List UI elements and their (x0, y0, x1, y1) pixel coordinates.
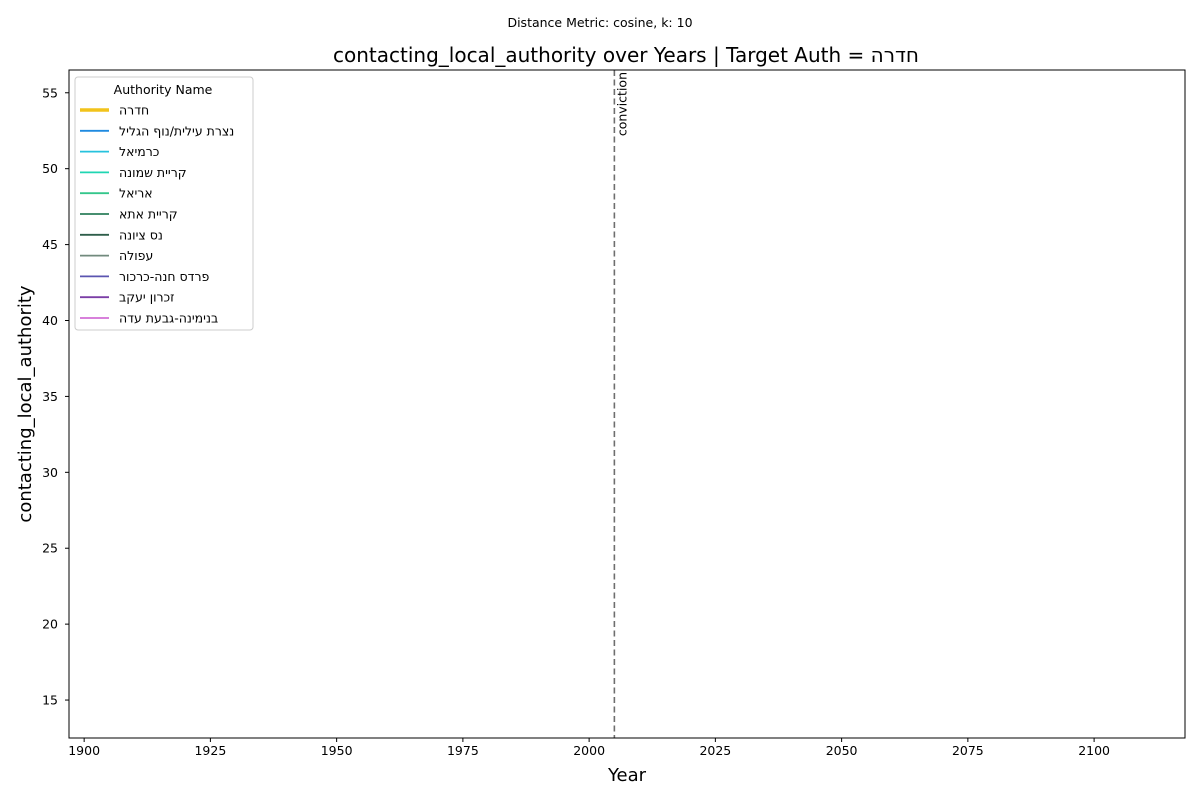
x-tick-label: 1950 (321, 743, 353, 758)
legend-box (74, 76, 254, 331)
legend-title: Authority Name (114, 82, 213, 97)
y-tick-label: 15 (42, 693, 58, 708)
legend-entry: קריית אתא (119, 207, 178, 222)
legend-entry: נס ציונה (119, 227, 163, 242)
legend-entry: זכרון יעקב (119, 290, 175, 305)
legend-entry: עפולה (119, 248, 153, 263)
legend: Authority Name חדרה נצרת עילית/נוף הגליל כר… (74, 76, 254, 331)
y-tick-label: 30 (42, 465, 58, 480)
x-tick-label: 1975 (447, 743, 479, 758)
y-axis: 15 20 25 30 35 40 45 50 55 (42, 85, 69, 708)
x-tick-label: 1900 (68, 743, 100, 758)
y-tick-label: 25 (42, 541, 58, 556)
legend-entry: חדרה (119, 103, 149, 118)
legend-entry: קריית שמונה (119, 165, 187, 180)
legend-entry: פרדס חנה-כרכור (119, 269, 210, 284)
chart-title: contacting_local_authority over Years | … (333, 43, 919, 67)
x-tick-label: 2000 (573, 743, 605, 758)
x-tick-label: 2075 (952, 743, 984, 758)
x-tick-label: 1925 (194, 743, 226, 758)
conviction-label: conviction (614, 72, 629, 136)
plot-frame (68, 69, 1186, 739)
chart-suptitle: Distance Metric: cosine, k: 10 (507, 15, 692, 30)
x-axis: 1900 1925 1950 1975 2000 2025 2050 2075 2100 (68, 738, 1110, 758)
x-tick-label: 2025 (699, 743, 731, 758)
y-axis-label: contacting_local_authority (15, 285, 36, 523)
y-tick-label: 50 (42, 161, 58, 176)
y-tick-label: 20 (42, 617, 58, 632)
y-tick-label: 45 (42, 237, 58, 252)
x-axis-label: Year (607, 765, 647, 786)
y-tick-label: 55 (42, 85, 58, 100)
legend-entry: כרמיאל (119, 144, 159, 159)
legend-entry: בנימינה-גבעת עדה (119, 311, 218, 326)
x-tick-label: 2050 (826, 743, 858, 758)
legend-entry: נצרת עילית/נוף הגליל (119, 123, 234, 138)
x-tick-label: 2100 (1078, 743, 1110, 758)
y-tick-label: 35 (42, 389, 58, 404)
legend-entry: אריאל (119, 186, 153, 201)
y-tick-label: 40 (42, 313, 58, 328)
plot-area: conviction (613, 70, 629, 738)
